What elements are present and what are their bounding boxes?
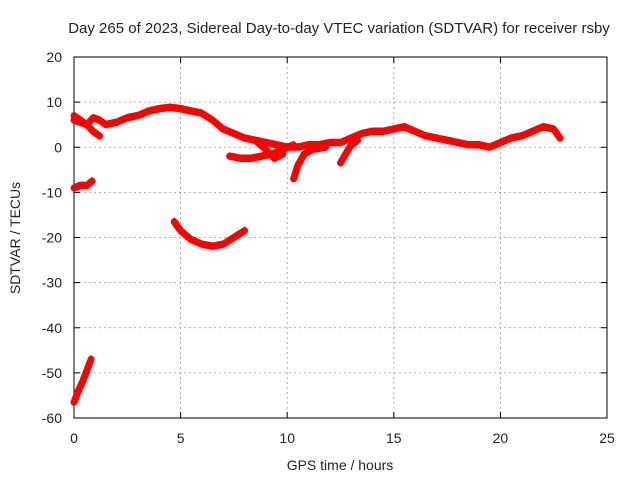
chart-title: Day 265 of 2023, Sidereal Day-to-day VTE… <box>68 20 610 37</box>
x-tick-label: 25 <box>599 430 615 446</box>
y-tick-label: -60 <box>42 410 62 426</box>
series-upper-branch-early-spread <box>73 111 101 134</box>
axis-ticks <box>73 56 608 419</box>
series-branch-after-9h <box>251 137 287 162</box>
series-late-morning-dip <box>226 141 298 162</box>
series-arc-5h-spread <box>173 217 246 245</box>
series-arc-5h <box>170 218 249 250</box>
y-axis-label: SDTVAR / TECUs <box>7 182 23 294</box>
x-tick-label: 15 <box>386 430 402 446</box>
series-recovery-10h-spread <box>292 143 327 177</box>
data-series <box>70 103 564 406</box>
x-tick-label: 0 <box>70 430 78 446</box>
series-main-trace <box>70 104 564 151</box>
y-tick-label: 20 <box>46 49 62 65</box>
series-upper-branch-early <box>70 112 104 140</box>
y-tick-label: -30 <box>42 275 62 291</box>
y-tick-labels: -60 -50 -40 -30 -20 -10 0 10 20 <box>42 49 62 426</box>
series-steep-arc-start-spread <box>73 355 93 401</box>
x-tick-label: 5 <box>177 430 185 446</box>
series-recovery-12h-spread <box>339 136 359 161</box>
x-tick-labels: 0 5 10 15 20 25 <box>70 430 615 446</box>
series-branch-after-9h-spread <box>254 136 284 157</box>
x-tick-label: 10 <box>279 430 295 446</box>
series-main-trace-spread <box>73 103 562 146</box>
x-axis-label: GPS time / hours <box>287 457 394 473</box>
y-tick-label: -40 <box>42 320 62 336</box>
y-tick-label: -50 <box>42 365 62 381</box>
y-tick-label: 10 <box>46 94 62 110</box>
series-steep-arc-start <box>70 355 95 406</box>
grid-lines <box>74 57 607 418</box>
series-short-arc-early-spread <box>73 177 94 186</box>
y-tick-label: -10 <box>42 184 62 200</box>
y-tick-label: -20 <box>42 230 62 246</box>
series-recovery-12h <box>337 137 362 167</box>
series-late-morning-dip-spread <box>228 141 295 157</box>
series-short-arc-early <box>70 177 96 192</box>
y-tick-label: 0 <box>54 139 62 155</box>
x-tick-label: 20 <box>493 430 509 446</box>
